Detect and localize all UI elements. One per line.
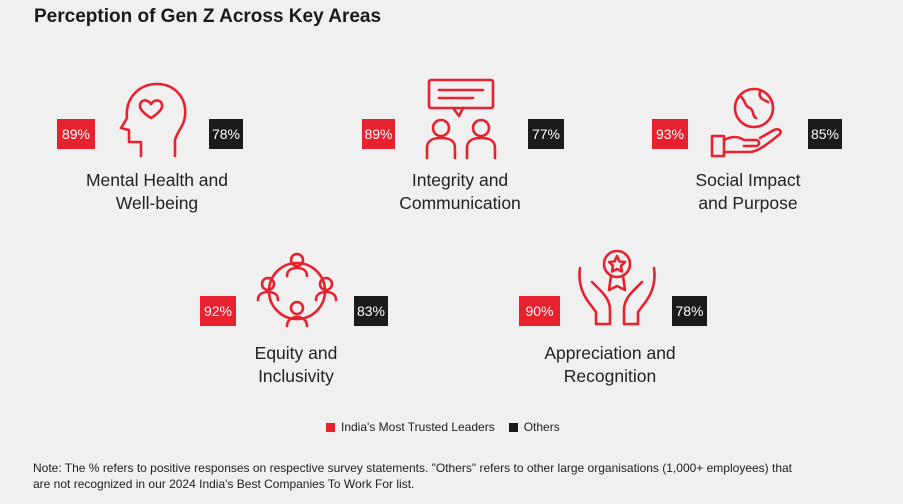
- trusted-value-badge: 92%: [200, 296, 236, 326]
- head-heart-icon: [113, 80, 191, 160]
- legend-item-others: Others: [508, 420, 560, 434]
- category-label-line2: Recognition: [563, 366, 657, 386]
- hands-medal-icon: [576, 246, 658, 328]
- people-speech-icon: [423, 78, 499, 160]
- legend: India's Most Trusted Leaders Others: [326, 420, 574, 434]
- others-value-badge: 77%: [528, 119, 564, 149]
- trusted-value-badge: 93%: [652, 119, 688, 149]
- category-label-line2: Communication: [399, 193, 521, 213]
- category-label: Social Impact and Purpose: [648, 169, 848, 215]
- legend-label-others: Others: [523, 420, 560, 434]
- category-label-line1: Integrity and: [411, 170, 509, 190]
- trusted-value-badge: 89%: [362, 119, 395, 149]
- trusted-value-badge: 90%: [519, 296, 560, 326]
- legend-swatch-others: [508, 422, 518, 432]
- others-value-badge: 83%: [354, 296, 388, 326]
- chart-title: Perception of Gen Z Across Key Areas: [34, 6, 382, 27]
- footnote-line2: are not recognized in our 2024 India's B…: [33, 477, 415, 491]
- category-label-line1: Appreciation and: [544, 343, 676, 363]
- legend-item-trusted: India's Most Trusted Leaders: [326, 420, 495, 434]
- trusted-value-badge: 89%: [57, 119, 95, 149]
- category-label: Appreciation and Recognition: [510, 342, 710, 388]
- people-circle-icon: [256, 250, 338, 332]
- category-label-line2: Well-being: [115, 193, 199, 213]
- legend-label-trusted: India's Most Trusted Leaders: [341, 420, 495, 434]
- category-label-line2: and Purpose: [698, 193, 798, 213]
- category-label: Integrity and Communication: [360, 169, 560, 215]
- others-value-badge: 78%: [672, 296, 707, 326]
- category-label-line1: Mental Health and: [85, 170, 229, 190]
- category-label: Equity and Inclusivity: [196, 342, 396, 388]
- others-value-badge: 85%: [808, 119, 842, 149]
- footnote: Note: The % refers to positive responses…: [33, 460, 883, 492]
- footnote-line1: Note: The % refers to positive responses…: [33, 461, 793, 475]
- others-value-badge: 78%: [209, 119, 243, 149]
- category-label-line1: Social Impact: [695, 170, 801, 190]
- category-label: Mental Health and Well-being: [57, 169, 257, 215]
- legend-swatch-trusted: [326, 422, 335, 432]
- category-label-line1: Equity and: [254, 343, 338, 363]
- category-label-line2: Inclusivity: [258, 366, 334, 386]
- hand-globe-icon: [710, 86, 784, 160]
